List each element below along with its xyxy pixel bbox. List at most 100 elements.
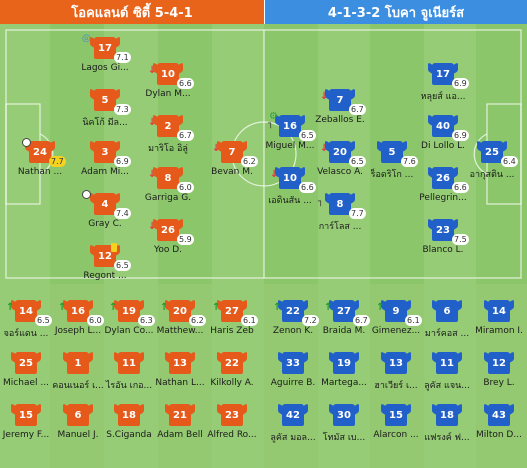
substituted-on-icon: ↑ [109, 302, 118, 313]
shirt-number: 20 [169, 300, 191, 322]
shirt-number: 12 [94, 245, 116, 267]
player-card[interactable]: 6 Manuel J. [38, 404, 118, 454]
player-rating: 7.6 [401, 156, 418, 167]
player-card[interactable]: 22 Kilkolly A. [192, 352, 272, 402]
player-card[interactable]: 27 6.1 Haris Zeb ↑ [192, 300, 272, 350]
player-card[interactable]: 17 7.1 Lagos Gi... ◎ [65, 34, 145, 87]
player-card[interactable]: 20 6.2 Matthew... ↑ [140, 300, 220, 350]
player-card[interactable]: 5 7.6 ร็อดริโก ... [352, 141, 432, 191]
shirt-number: 23 [432, 219, 454, 241]
shirt-number: 27 [221, 300, 243, 322]
player-card[interactable]: 16 6.0 Joseph L... ↑ [38, 300, 118, 350]
player-rating: 6.5 [349, 156, 366, 167]
player-card[interactable]: 4 7.4 Gray C. [65, 190, 145, 243]
player-card[interactable]: 40 6.9 Di Lollo L. [403, 115, 483, 165]
player-card[interactable]: 42 ลูคัส มอล... [253, 404, 333, 454]
shirt-number: 11 [118, 352, 140, 374]
player-card[interactable]: 27 6.7 Braida M. ↑ [304, 300, 384, 350]
player-card[interactable]: 13 Nathan L... [140, 352, 220, 402]
player-name: Blanco L. [422, 245, 464, 255]
player-card[interactable]: 11 ไรอัน เกอ... [89, 352, 169, 402]
shirt-number: 26 [157, 219, 179, 241]
shirt-number: 20 [329, 141, 351, 163]
player-rating: 6.6 [452, 182, 469, 193]
player-card[interactable]: 7 6.2 Bevan M. ↓ [192, 141, 272, 191]
player-card[interactable]: 9 6.1 Gimenez... ↑ [356, 300, 436, 350]
player-name: Zeballos E. [315, 115, 365, 125]
shirt-number: 40 [432, 115, 454, 137]
player-card[interactable]: 19 6.3 Dylan Co... ↑ [89, 300, 169, 350]
player-card[interactable]: 13 ฮาเวียร์ เ... [356, 352, 436, 402]
substituted-off-icon: ↓ [320, 91, 329, 102]
player-card[interactable]: 43 Milton D... [459, 404, 527, 454]
player-card[interactable]: 15 Alarcon ... [356, 404, 436, 454]
shirt-number: 6 [436, 300, 458, 322]
substituted-on-icon: ↑ [273, 302, 282, 313]
player-rating: 6.9 [114, 156, 131, 167]
player-rating: 6.6 [299, 182, 316, 193]
shirt-number: 26 [432, 167, 454, 189]
player-card[interactable]: 11 ลูคัส แจน... [407, 352, 487, 402]
player-card[interactable]: 7 6.7 Zeballos E. ↓ [300, 89, 380, 139]
player-card[interactable]: 26 5.9 Yoo D. ↓ [128, 219, 208, 269]
player-rating: 6.4 [501, 156, 518, 167]
player-card[interactable]: 20 6.5 Velasco A. ↓ [300, 141, 380, 191]
shirt-number: 10 [279, 167, 301, 189]
shirt-number: 25 [15, 352, 37, 374]
player-card[interactable]: 12 6.5 Regont ... [65, 243, 145, 284]
player-card[interactable]: 10 6.6 เอดินสัน ... ↓ [250, 167, 330, 217]
player-card[interactable]: 16 6.5 Miguel M... ⚙ ┐ [250, 111, 330, 165]
player-card[interactable]: 1 คอนเนอร์ เ... [38, 352, 118, 402]
player-card[interactable]: 22 7.2 Zenon K. ↑ [253, 300, 333, 350]
player-card[interactable]: 24 7.7 Nathan ... [0, 138, 80, 191]
player-name: Garriga G. [144, 193, 192, 203]
shirt-number: 15 [15, 404, 37, 426]
shirt-number: 6 [67, 404, 89, 426]
away-formation-header: 4-1-3-2 โบคา จูเนียร์ส [265, 0, 527, 24]
player-rating: 6.6 [177, 78, 194, 89]
substituted-on-icon: ↑ [324, 302, 333, 313]
player-card[interactable]: 3 6.9 Adam Mi... [65, 141, 145, 191]
player-rating: 6.5 [299, 130, 316, 141]
player-card[interactable]: 23 Alfred Ro... [192, 404, 272, 454]
shirt-number: 4 [94, 193, 116, 215]
player-card[interactable]: 10 6.6 Dylan M... ↓ [128, 63, 208, 113]
player-card[interactable]: 33 Aguirre B. [253, 352, 333, 402]
player-card[interactable]: 5 7.3 นิคโก้ มีล... [65, 89, 145, 139]
shirt-number: 22 [282, 300, 304, 322]
player-card[interactable]: 23 7.5 Blanco L. [403, 219, 483, 269]
pitch: 17 7.1 Lagos Gi... ◎ 5 7.3 นิคโก้ มีล... 3 6.9 Ad… [0, 24, 527, 284]
assist-boot-icon: ┐ [318, 197, 324, 207]
award-icon: ⚙ [269, 111, 278, 122]
player-card[interactable]: 12 Brey L. [459, 352, 527, 402]
player-card[interactable]: 25 6.4 อากุสติน ... [452, 141, 527, 191]
shirt-number: 16 [279, 115, 301, 137]
shirt-number: 25 [481, 141, 503, 163]
player-card[interactable]: 21 Adam Bell [140, 404, 220, 454]
player-card[interactable]: 6 มาร์คอส ... [407, 300, 487, 350]
player-card[interactable]: 17 6.9 หลุยส์ แอ... [403, 63, 483, 113]
player-card[interactable]: 25 Michael ... [0, 352, 66, 402]
shirt-number: 17 [432, 63, 454, 85]
player-card[interactable]: 8 7.7 การ์โลส ... ┐ [300, 193, 380, 243]
home-formation-header: โอคแลนด์ ซิตี้ 5-4-1 [0, 0, 264, 24]
player-name: Pellegrin... [419, 193, 467, 203]
player-name: Nathan ... [17, 167, 63, 177]
player-card[interactable]: 8 6.0 Garriga G. ↓ [128, 167, 208, 217]
shirt-number: 7 [329, 89, 351, 111]
player-card[interactable]: 30 โทมัส เบ... [304, 404, 384, 454]
player-card[interactable]: 14 Miramon I. [459, 300, 527, 350]
player-card[interactable]: 19 Martega... [304, 352, 384, 402]
player-card[interactable]: 15 Jeremy F... [0, 404, 66, 454]
player-rating: 6.5 [114, 260, 131, 271]
player-card[interactable]: 2 6.7 มาริโอ อิลู่ ↓ [128, 115, 208, 165]
player-card[interactable]: 18 แฟรงค์ ฟ... [407, 404, 487, 454]
player-rating: 6.1 [241, 315, 258, 326]
player-card[interactable]: 18 S.Ciganda [89, 404, 169, 454]
player-rating: 6.1 [405, 315, 422, 326]
shirt-number: 13 [169, 352, 191, 374]
shirt-number: 19 [118, 300, 140, 322]
shirt-number: 8 [157, 167, 179, 189]
player-card[interactable]: 26 6.6 Pellegrin... [403, 167, 483, 217]
player-card[interactable]: 14 6.5 จอร์แดน ... ↑ [0, 300, 66, 350]
